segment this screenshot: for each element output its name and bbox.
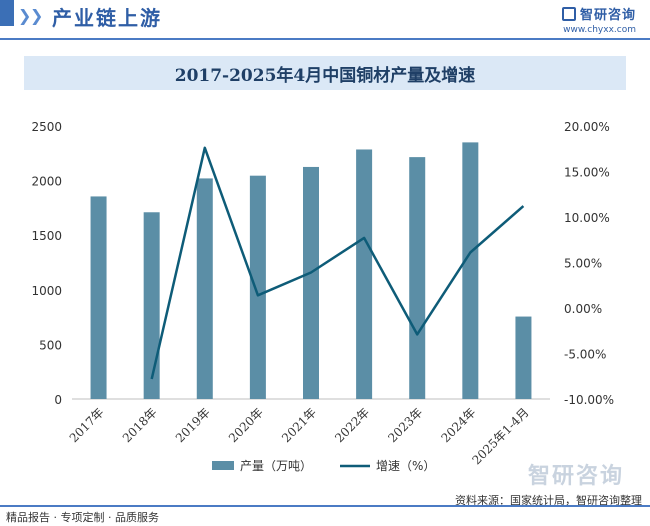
chevron-right-icon: ❯ <box>18 6 32 25</box>
left-axis-tick-label: 1500 <box>31 229 62 243</box>
left-axis-tick-label: 2500 <box>31 120 62 134</box>
bar <box>196 178 213 399</box>
x-axis-tick-label: 2018年 <box>120 405 160 445</box>
right-axis-tick-label: 15.00% <box>564 166 610 180</box>
header-bar: ❯ ❯ 产业链上游 智研咨询 www.chyxx.com <box>0 0 650 44</box>
bar <box>515 316 532 399</box>
section-title: 产业链上游 <box>52 6 162 30</box>
footer-divider <box>0 505 650 507</box>
bar <box>409 157 426 399</box>
x-axis-tick-label: 2022年 <box>332 405 372 445</box>
x-axis-tick-label: 2017年 <box>67 405 107 445</box>
x-axis-tick-label: 2023年 <box>385 405 425 445</box>
chart-title: 2017-2025年4月中国铜材产量及增速 <box>174 65 476 86</box>
bar <box>303 166 319 399</box>
x-axis-tick-label: 2021年 <box>279 405 319 445</box>
right-axis-tick-label: 10.00% <box>564 211 610 225</box>
x-axis-tick-label: 2025年1-4月 <box>469 405 531 467</box>
bar <box>356 149 373 399</box>
x-axis-tick-label: 2024年 <box>438 405 478 445</box>
bar <box>143 212 160 399</box>
bar <box>462 142 479 399</box>
legend-label: 产量（万吨） <box>240 459 312 473</box>
left-axis-tick-label: 1000 <box>31 284 62 298</box>
left-axis-tick-label: 0 <box>54 393 62 407</box>
header-divider <box>0 38 650 40</box>
left-axis-tick-label: 2000 <box>31 175 62 189</box>
right-axis-tick-label: 0.00% <box>564 302 602 316</box>
right-axis-tick-label: -5.00% <box>564 348 606 362</box>
series-line <box>150 146 525 380</box>
brand: 智研咨询 www.chyxx.com <box>561 4 636 35</box>
watermark: 智研咨询 <box>527 464 624 489</box>
header-accent-block <box>0 0 14 26</box>
right-axis-tick-label: 20.00% <box>564 120 610 134</box>
footer-slogan: 精品报告 · 专项定制 · 品质服务 <box>6 511 159 524</box>
legend-label: 增速（%） <box>376 459 435 473</box>
right-axis-tick-label: 5.00% <box>564 257 602 271</box>
source-note: 资料来源：国家统计局，智研咨询整理 <box>455 494 642 507</box>
brand-name: 智研咨询 <box>579 8 636 23</box>
chevron-right-icon: ❯ <box>30 6 44 25</box>
left-axis-tick-label: 500 <box>39 338 62 352</box>
x-axis-tick-label: 2020年 <box>226 405 266 445</box>
chart-title-box: 2017-2025年4月中国铜材产量及增速 <box>24 56 626 90</box>
brand-logo-icon <box>561 6 576 21</box>
right-axis-tick-label: -10.00% <box>564 393 614 407</box>
bar <box>90 196 107 399</box>
x-axis-tick-label: 2019年 <box>173 405 213 445</box>
legend-swatch-bar <box>212 461 234 470</box>
brand-url: www.chyxx.com <box>563 25 636 35</box>
bar <box>249 175 266 399</box>
